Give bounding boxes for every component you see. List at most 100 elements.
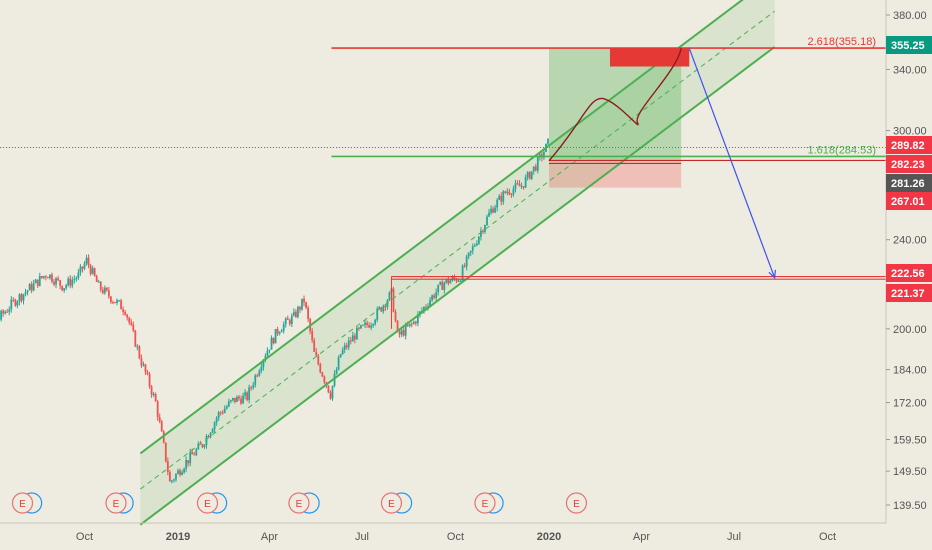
candle bbox=[179, 468, 181, 477]
candle bbox=[189, 448, 192, 467]
price-tag[interactable] bbox=[886, 36, 932, 54]
y-tick-label: 340.00 bbox=[893, 64, 927, 76]
candle bbox=[482, 229, 484, 235]
candle bbox=[130, 318, 133, 327]
candle-body bbox=[248, 387, 251, 400]
candle-body bbox=[384, 305, 387, 308]
candle-body bbox=[6, 311, 9, 313]
candle bbox=[166, 457, 169, 476]
candle-body bbox=[526, 172, 529, 178]
candle bbox=[412, 320, 415, 325]
candle bbox=[4, 310, 7, 315]
price-tag-label: 281.26 bbox=[891, 178, 925, 190]
candle bbox=[154, 392, 157, 402]
candle bbox=[295, 309, 297, 319]
candle-body bbox=[32, 283, 35, 291]
candle bbox=[144, 363, 147, 376]
candle bbox=[372, 323, 375, 328]
channel-mid-line bbox=[140, 10, 775, 490]
candle-body bbox=[75, 277, 78, 280]
candle-body bbox=[148, 373, 151, 387]
candle bbox=[522, 186, 525, 190]
candle-body bbox=[394, 311, 397, 321]
candle bbox=[61, 285, 64, 292]
price-tag[interactable] bbox=[886, 136, 932, 154]
candle bbox=[512, 185, 515, 197]
candle bbox=[101, 286, 104, 295]
candle-body bbox=[388, 292, 391, 301]
candle-body bbox=[73, 279, 76, 281]
candle-body bbox=[431, 295, 434, 301]
earnings-marker[interactable] bbox=[380, 492, 403, 514]
earnings-marker[interactable] bbox=[105, 492, 127, 514]
candle-body bbox=[323, 376, 326, 383]
candle-body bbox=[254, 375, 257, 386]
candle-body bbox=[240, 398, 242, 404]
candle bbox=[132, 321, 135, 333]
candle bbox=[443, 281, 446, 294]
candle bbox=[410, 322, 413, 328]
candle bbox=[177, 468, 179, 475]
candle bbox=[408, 323, 411, 328]
price-tag[interactable] bbox=[886, 155, 932, 173]
y-tick-label: 149.50 bbox=[893, 466, 927, 478]
candle bbox=[402, 327, 405, 337]
earnings-marker[interactable] bbox=[474, 492, 496, 514]
candle bbox=[386, 298, 389, 310]
candle bbox=[534, 163, 537, 172]
x-tick-label: Oct bbox=[76, 531, 93, 543]
candle bbox=[112, 300, 114, 305]
candle-body bbox=[229, 400, 232, 402]
x-tick-label: Apr bbox=[261, 531, 278, 543]
candle-body bbox=[205, 436, 208, 446]
candle-body bbox=[473, 245, 476, 247]
candle bbox=[244, 389, 246, 400]
candle bbox=[278, 331, 281, 336]
candle bbox=[160, 419, 163, 432]
candle bbox=[313, 337, 316, 353]
candle-body bbox=[36, 279, 39, 286]
price-tag[interactable] bbox=[886, 174, 932, 192]
earnings-marker[interactable] bbox=[565, 492, 588, 514]
earnings-marker[interactable] bbox=[196, 492, 219, 514]
candle-body bbox=[455, 278, 458, 282]
candle bbox=[286, 315, 289, 320]
candle-body bbox=[260, 366, 263, 371]
candle-body bbox=[124, 311, 127, 315]
candle bbox=[366, 320, 368, 328]
candle-body bbox=[362, 324, 364, 326]
candle-body bbox=[14, 299, 17, 306]
candle bbox=[195, 447, 198, 457]
price-tag[interactable] bbox=[886, 284, 932, 302]
candle bbox=[250, 385, 253, 391]
price-tag[interactable] bbox=[886, 192, 932, 210]
price-tag[interactable] bbox=[886, 264, 932, 282]
candle bbox=[46, 276, 49, 279]
candle-body bbox=[40, 276, 43, 278]
candle-body bbox=[341, 349, 344, 355]
candle-body bbox=[400, 330, 403, 335]
candle bbox=[315, 348, 318, 357]
earnings-marker[interactable] bbox=[11, 492, 34, 514]
candle bbox=[290, 313, 293, 327]
candle-body bbox=[242, 395, 244, 404]
candle-body bbox=[479, 230, 482, 237]
candle-body bbox=[372, 324, 375, 326]
candle-body bbox=[34, 279, 37, 284]
candle-body bbox=[168, 472, 171, 482]
channel-lower-line[interactable] bbox=[139, 46, 776, 526]
candle bbox=[0, 309, 3, 322]
candle bbox=[335, 367, 338, 375]
candle-body bbox=[439, 281, 442, 285]
candle-body bbox=[364, 322, 366, 325]
earnings-marker[interactable] bbox=[288, 492, 310, 514]
candle-body bbox=[59, 280, 61, 286]
candle-body bbox=[264, 356, 267, 360]
candle-body bbox=[38, 276, 41, 286]
candle-body bbox=[437, 284, 440, 293]
candle bbox=[465, 254, 468, 271]
candle bbox=[416, 311, 419, 327]
candle bbox=[215, 416, 218, 426]
candle bbox=[347, 336, 350, 351]
